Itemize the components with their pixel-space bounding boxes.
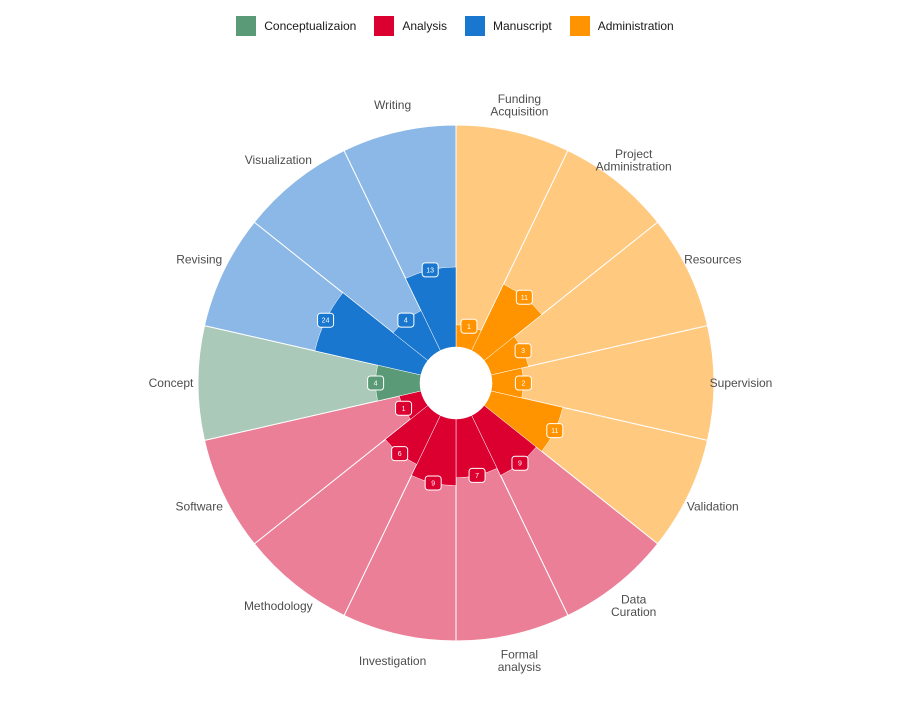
category-label-line: Methodology — [244, 599, 313, 613]
value-label-text: 1 — [402, 406, 406, 413]
legend-item: Analysis — [374, 16, 447, 36]
value-label-box — [460, 318, 478, 334]
value-label-text: 9 — [518, 461, 522, 468]
value-label-box — [514, 375, 532, 391]
value-label-box — [421, 262, 439, 278]
category-label-line: Resources — [684, 252, 741, 266]
legend-key — [569, 16, 590, 36]
value-label: 11 — [515, 289, 533, 305]
category-label-line: Funding — [498, 92, 541, 106]
legend-label: Administration — [597, 19, 674, 33]
legend-label: Manuscript — [493, 19, 552, 33]
value-label-text: 1 — [467, 324, 471, 331]
category-label-line: Administration — [596, 159, 672, 173]
legend-key — [236, 16, 257, 36]
value-label-text: 11 — [551, 428, 558, 435]
value-label: 6 — [391, 446, 409, 462]
category-label: Validation — [687, 500, 739, 514]
category-label-line: Concept — [149, 376, 194, 390]
value-label: 13 — [421, 262, 439, 278]
value-label-text: 7 — [475, 473, 479, 480]
value-label-box — [367, 375, 385, 391]
value-label: 4 — [397, 312, 415, 328]
category-label: Revising — [176, 252, 222, 266]
value-label-text: 24 — [322, 318, 330, 325]
value-label: 2 — [514, 375, 532, 391]
category-label: Visualization — [245, 153, 312, 167]
value-label-box — [395, 400, 413, 416]
legend-label: Conceptualizaion — [264, 19, 357, 33]
category-label: Writing — [374, 98, 411, 112]
category-label-line: Acquisition — [490, 104, 548, 118]
value-label-text: 6 — [398, 451, 402, 458]
category-label-line: Validation — [687, 500, 739, 514]
value-label-box — [391, 446, 409, 462]
category-label-line: Formal — [501, 648, 538, 662]
legend: Conceptualizaion Analysis Manuscript Admini… — [0, 16, 910, 36]
value-label-box — [468, 467, 486, 483]
category-label-line: Visualization — [245, 153, 312, 167]
value-label-text: 4 — [374, 381, 378, 388]
value-label-box — [317, 312, 335, 328]
value-label: 9 — [424, 475, 442, 491]
value-label: 3 — [514, 343, 532, 359]
category-label-line: Investigation — [359, 654, 426, 668]
category-label-line: Supervision — [710, 376, 773, 390]
category-label: Concept — [149, 376, 194, 390]
value-label: 1 — [395, 400, 413, 416]
value-label-box — [514, 343, 532, 359]
legend-item: Manuscript — [465, 16, 552, 36]
value-label: 1 — [460, 318, 478, 334]
category-label-line: Data — [621, 593, 647, 607]
category-label: Methodology — [244, 599, 313, 613]
category-label: Supervision — [710, 376, 773, 390]
legend-label: Analysis — [402, 19, 448, 33]
legend-item: Administration — [569, 16, 674, 36]
value-label: 4 — [367, 375, 385, 391]
value-label-text: 2 — [521, 381, 525, 388]
value-label-text: 9 — [431, 481, 435, 488]
legend-key — [374, 16, 395, 36]
category-label: Software — [176, 500, 224, 514]
category-label-line: analysis — [498, 660, 541, 674]
category-label: Resources — [684, 252, 741, 266]
category-label-line: Curation — [611, 605, 656, 619]
value-label: 7 — [468, 467, 486, 483]
legend-key — [465, 16, 486, 36]
category-label: Data Curation — [611, 593, 656, 620]
legend-item: Conceptualizaion — [236, 16, 356, 36]
category-label: Investigation — [359, 654, 426, 668]
value-label-text: 4 — [404, 318, 408, 325]
category-label-line: Writing — [374, 98, 411, 112]
value-label: 9 — [511, 455, 529, 471]
center-hole — [420, 347, 492, 419]
value-label: 24 — [317, 312, 335, 328]
category-label-line: Revising — [176, 252, 222, 266]
value-label-box — [515, 289, 533, 305]
value-label-text: 11 — [521, 295, 528, 302]
category-label: Project Administration — [596, 147, 672, 174]
category-label-line: Project — [615, 147, 653, 161]
value-label-box — [546, 423, 564, 439]
category-label: Funding Acquisition — [490, 92, 548, 119]
value-label-box — [397, 312, 415, 328]
value-label-text: 3 — [521, 348, 525, 355]
category-label: Formal analysis — [498, 648, 541, 675]
value-label: 11 — [546, 423, 564, 439]
value-label-box — [511, 455, 529, 471]
category-label-line: Software — [176, 500, 224, 514]
value-label-box — [424, 475, 442, 491]
value-label-text: 13 — [426, 267, 434, 274]
